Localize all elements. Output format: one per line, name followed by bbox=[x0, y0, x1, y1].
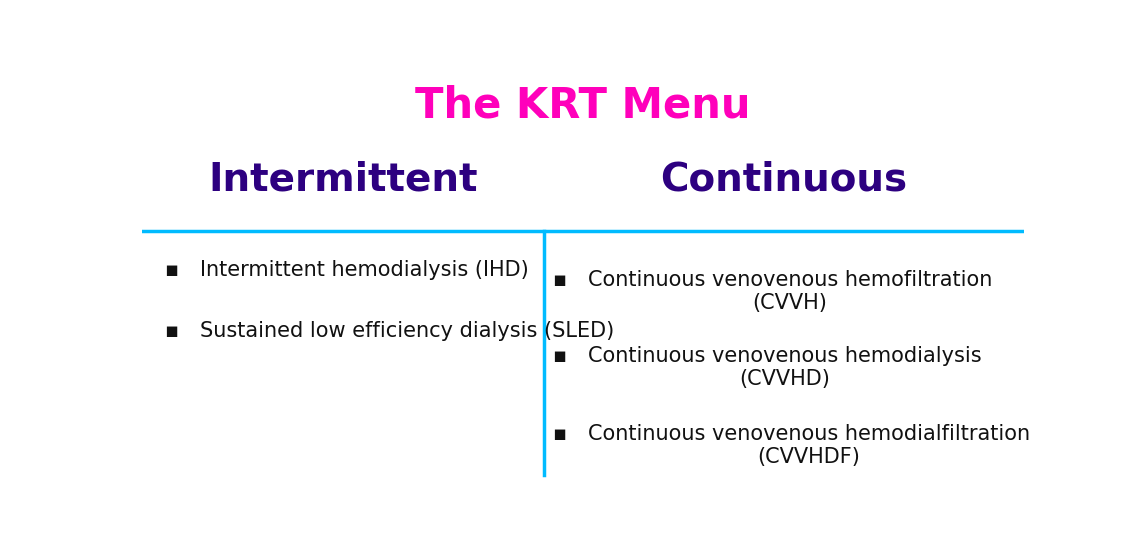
Text: ▪: ▪ bbox=[552, 270, 567, 289]
Text: Intermittent hemodialysis (IHD): Intermittent hemodialysis (IHD) bbox=[199, 260, 528, 280]
Text: Continuous venovenous hemofiltration
(CVVH): Continuous venovenous hemofiltration (CV… bbox=[587, 270, 992, 313]
Text: Continuous: Continuous bbox=[660, 160, 907, 198]
Text: ▪: ▪ bbox=[552, 345, 567, 366]
Text: Continuous venovenous hemodialysis
(CVVHD): Continuous venovenous hemodialysis (CVVH… bbox=[587, 345, 981, 389]
Text: Intermittent: Intermittent bbox=[208, 160, 478, 198]
Text: Continuous venovenous hemodialfiltration
(CVVHDF): Continuous venovenous hemodialfiltration… bbox=[587, 424, 1030, 467]
Text: ▪: ▪ bbox=[552, 424, 567, 444]
Text: The KRT Menu: The KRT Menu bbox=[415, 84, 751, 127]
Text: ▪: ▪ bbox=[164, 321, 179, 341]
Text: Sustained low efficiency dialysis (SLED): Sustained low efficiency dialysis (SLED) bbox=[199, 321, 613, 341]
Text: ▪: ▪ bbox=[164, 260, 179, 280]
